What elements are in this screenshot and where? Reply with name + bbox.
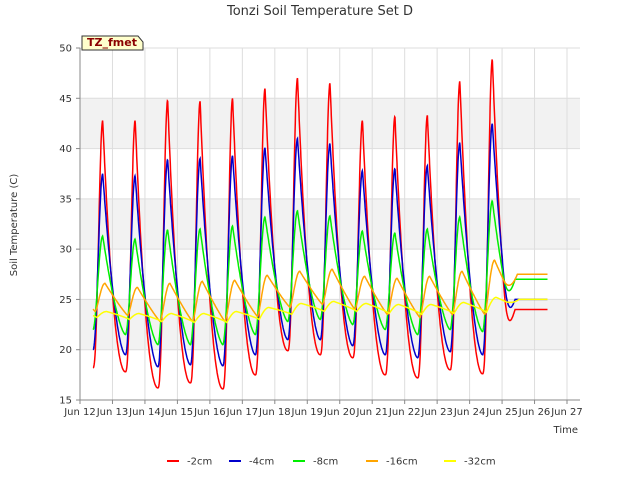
x-tick-label: Jun 25 [485,407,518,418]
y-tick-labels: 15 20 25 30 35 40 45 50 [59,44,80,407]
x-tick-label: Jun 15 [161,407,194,418]
legend: -2cm -4cm -8cm -16cm -32cm [167,457,496,468]
series-lines [92,59,548,390]
y-tick-label: 20 [59,345,72,356]
x-tick-label: Jun 20 [323,407,356,418]
legend-label: -16cm [386,457,418,468]
legend-label: -4cm [249,457,274,468]
x-tick-label: Jun 13 [96,407,129,418]
y-tick-label: 30 [59,245,72,256]
x-tick-label: Jun 22 [388,407,421,418]
y-tick-label: 50 [59,44,72,55]
annotation-tag: TZ_fmet [81,35,144,51]
series-line--32cm [92,296,548,324]
legend-item--32cm: -32cm [444,457,496,468]
x-tick-label: Jun 19 [291,407,324,418]
annotation-text: TZ_fmet [87,36,137,49]
x-tick-label: Jun 23 [420,407,453,418]
chart-title: Tonzi Soil Temperature Set D [226,4,413,19]
plot-band [80,299,580,350]
x-axis-label: Time [553,425,578,436]
axes [79,48,580,401]
y-tick-label: 15 [59,396,72,407]
legend-item--16cm: -16cm [366,457,418,468]
series-line--2cm [92,59,548,390]
legend-label: -32cm [464,457,496,468]
x-tick-label: Jun 16 [193,407,226,418]
y-axis-label: Soil Temperature (C) [9,174,20,277]
x-tick-label: Jun 26 [518,407,551,418]
series-line--8cm [92,199,548,346]
plot-band [80,98,580,149]
x-tick-label: Jun 17 [226,407,259,418]
y-tick-label: 35 [59,194,72,205]
legend-label: -8cm [313,457,338,468]
y-tick-label: 45 [59,94,72,105]
y-tick-label: 40 [59,144,72,155]
plot-band [80,198,580,250]
legend-label: -2cm [187,457,212,468]
x-tick-label: Jun 27 [550,407,583,418]
series-line--16cm [92,259,548,323]
y-tick-label: 25 [59,295,72,306]
x-tick-labels: Jun 12 Jun 13 Jun 14 Jun 15 Jun 16 Jun 17 Jun … [63,400,583,418]
x-tick-label: Jun 21 [355,407,388,418]
x-tick-label: Jun 12 [63,407,96,418]
x-tick-label: Jun 18 [258,407,291,418]
annotation-box [81,35,144,51]
legend-item--4cm: -4cm [229,457,274,468]
x-tick-label: Jun 24 [453,407,486,418]
x-tick-label: Jun 14 [128,407,161,418]
legend-item--8cm: -8cm [293,457,338,468]
legend-item--2cm: -2cm [167,457,212,468]
